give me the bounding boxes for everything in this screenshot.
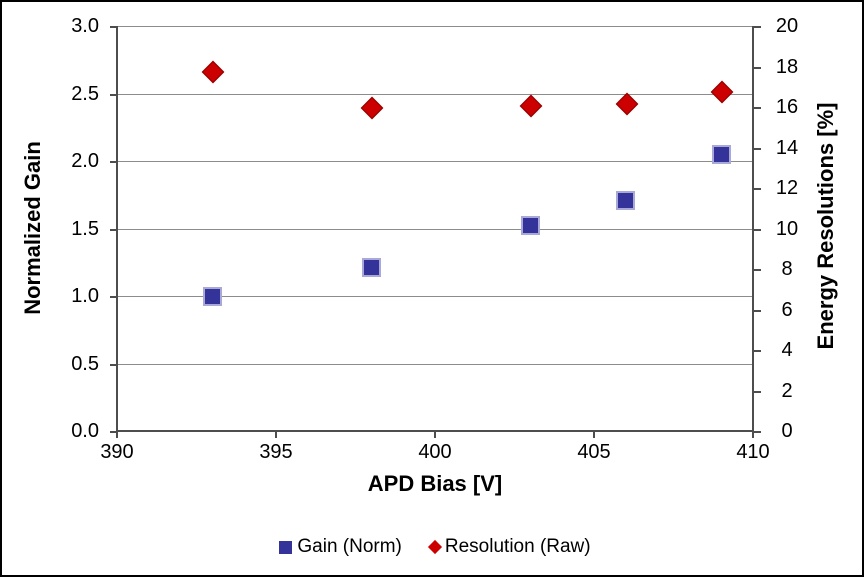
y-axis-right-tick-label: 10 — [775, 218, 799, 240]
x-axis-title: APD Bias [V] — [367, 471, 503, 496]
y-axis-left-tick-label: 2.5 — [71, 83, 99, 105]
y-axis-left-tick-label: 2.0 — [71, 150, 99, 172]
gain-data-point — [521, 216, 540, 235]
y-axis-right-tick-label: 0 — [781, 420, 793, 442]
y-axis-left-tick — [110, 26, 117, 28]
y-axis-right-tick-label: 4 — [781, 339, 793, 361]
y-axis-right-title: Energy Resolutions [%] — [813, 102, 838, 350]
gain-data-point — [712, 145, 731, 164]
x-axis-tick-label: 410 — [736, 441, 770, 463]
legend: Gain (Norm) Resolution (Raw) — [117, 536, 753, 558]
y-axis-right-tick-label: 6 — [781, 299, 793, 321]
y-axis-right-tick-label: 2 — [781, 380, 793, 402]
y-axis-right-tick — [753, 188, 761, 190]
resolution-diamond-icon — [427, 539, 442, 555]
gridline — [117, 94, 753, 95]
gain-data-point — [362, 258, 381, 277]
y-axis-right-line — [752, 26, 754, 433]
gain-square-icon — [279, 540, 293, 554]
y-axis-right-tick — [753, 148, 761, 150]
y-axis-left-title: Normalized Gain — [20, 141, 45, 315]
gridline — [117, 229, 753, 230]
x-axis-tick-label: 405 — [577, 441, 611, 463]
resolution-data-point — [710, 80, 734, 104]
y-axis-right-tick — [753, 431, 761, 433]
y-axis-left-tick-label: 1.5 — [71, 218, 99, 240]
y-axis-left-tick — [110, 296, 117, 298]
legend-label-resolution: Resolution (Raw) — [444, 536, 591, 557]
gain-data-point — [616, 191, 635, 210]
gridline — [117, 26, 753, 27]
x-axis-line — [116, 430, 754, 432]
x-axis-tick — [116, 431, 118, 438]
gain-data-point — [203, 287, 222, 306]
resolution-data-point — [519, 94, 543, 118]
x-axis-tick-label: 390 — [100, 441, 134, 463]
legend-item-gain: Gain (Norm) — [279, 536, 402, 558]
y-axis-right-tick — [753, 67, 761, 69]
y-axis-right-tick — [753, 229, 761, 231]
y-axis-right-tick — [753, 26, 761, 28]
y-axis-right-tick — [753, 310, 761, 312]
y-axis-left-tick-label: 0.0 — [71, 420, 99, 442]
y-axis-left-tick — [110, 229, 117, 231]
y-axis-left-tick — [110, 364, 117, 366]
y-axis-left-line — [116, 26, 118, 433]
x-axis-tick-label: 400 — [418, 441, 452, 463]
x-axis-tick — [434, 431, 436, 438]
legend-label-gain: Gain (Norm) — [297, 536, 402, 557]
x-axis-tick-label: 395 — [259, 441, 293, 463]
y-axis-right-tick-label: 14 — [775, 137, 799, 159]
y-axis-left-tick — [110, 431, 117, 433]
y-axis-right-tick-label: 20 — [775, 15, 799, 37]
y-axis-right-tick-label: 16 — [775, 96, 799, 118]
x-axis-tick — [752, 431, 754, 438]
y-axis-right-tick — [753, 269, 761, 271]
gridline — [117, 296, 753, 297]
resolution-data-point — [201, 60, 225, 84]
y-axis-right-tick-label: 12 — [775, 177, 799, 199]
y-axis-left-tick — [110, 161, 117, 163]
y-axis-right-tick-label: 8 — [781, 258, 793, 280]
x-axis-tick — [275, 431, 277, 438]
y-axis-right-tick — [753, 350, 761, 352]
y-axis-right-tick — [753, 107, 761, 109]
y-axis-right-tick — [753, 391, 761, 393]
y-axis-right-tick-label: 18 — [775, 56, 799, 78]
legend-item-resolution: Resolution (Raw) — [427, 536, 591, 558]
y-axis-left-tick — [110, 94, 117, 96]
gridline — [117, 364, 753, 365]
x-axis-tick — [593, 431, 595, 438]
resolution-data-point — [615, 92, 639, 116]
resolution-data-point — [360, 96, 384, 120]
y-axis-left-tick-label: 3.0 — [71, 15, 99, 37]
gridline — [117, 161, 753, 162]
y-axis-left-tick-label: 0.5 — [71, 353, 99, 375]
y-axis-left-tick-label: 1.0 — [71, 285, 99, 307]
